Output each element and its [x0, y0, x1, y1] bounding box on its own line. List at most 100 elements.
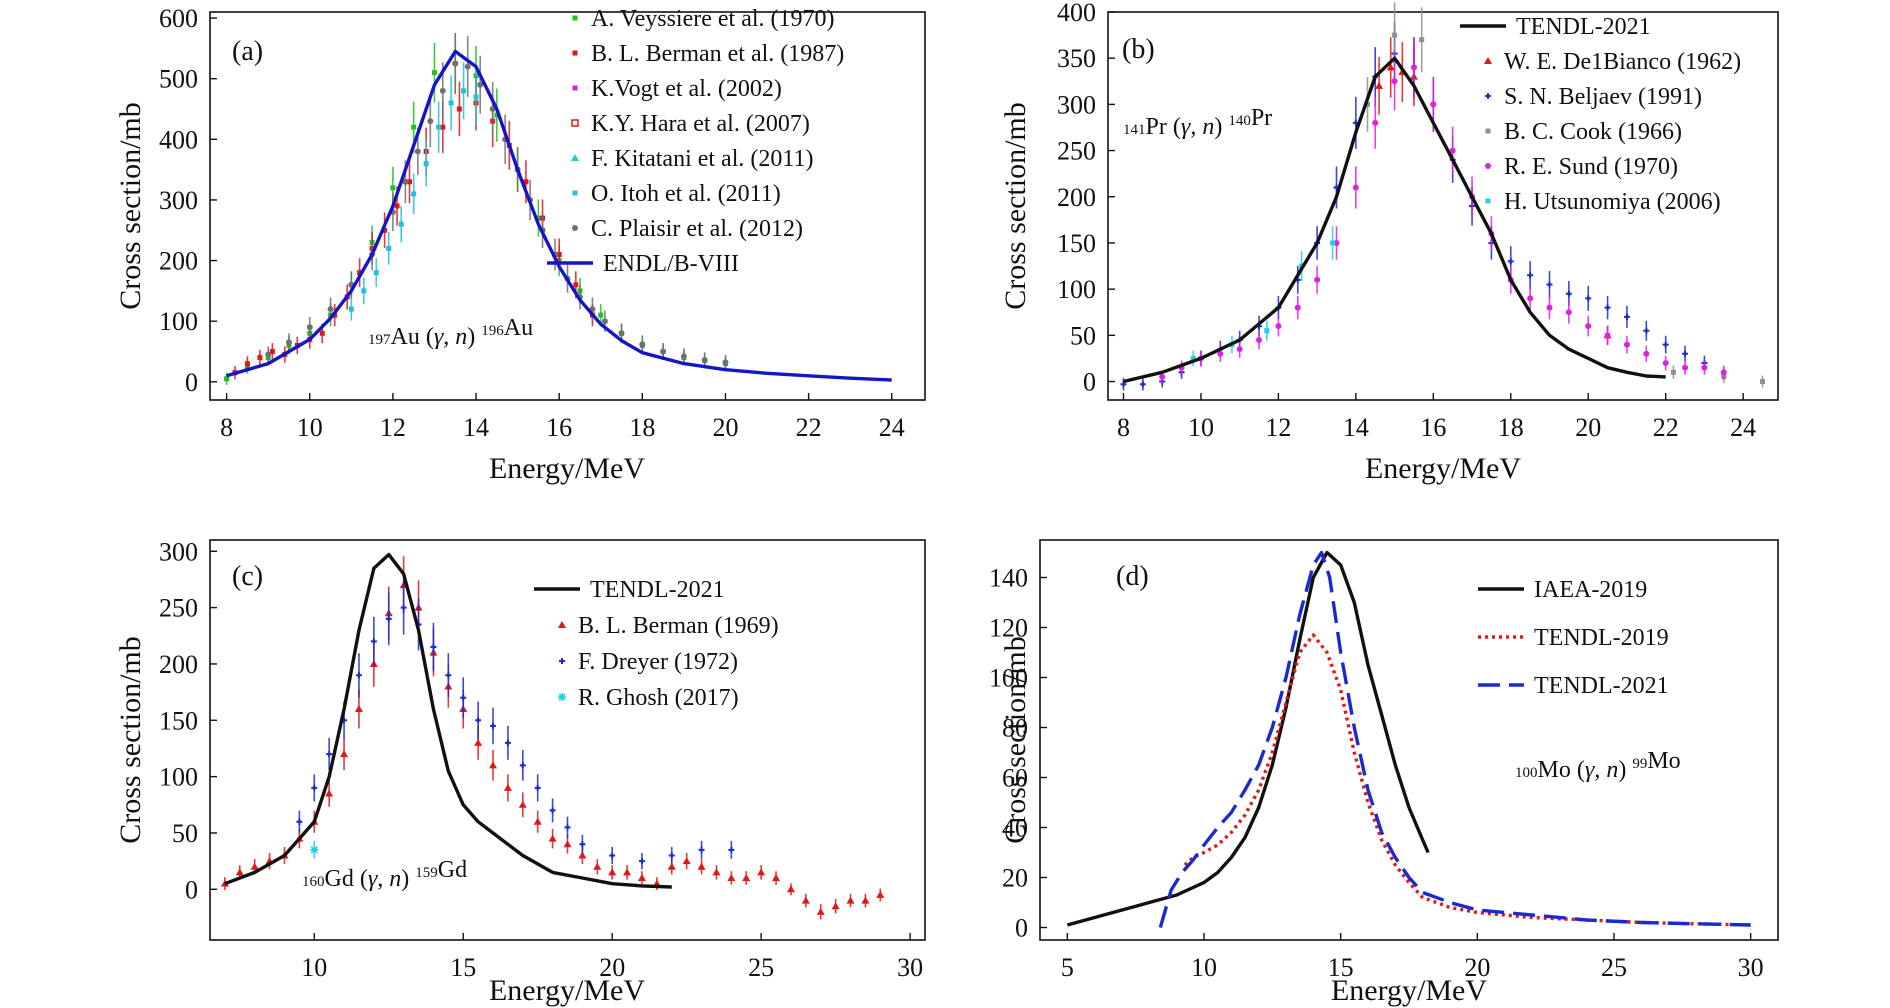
series-line-1 — [1123, 56, 1666, 384]
data-point — [1410, 64, 1417, 71]
data-point — [637, 874, 646, 882]
data-point — [224, 376, 230, 382]
data-point — [311, 784, 318, 791]
data-point — [519, 762, 526, 769]
data-point — [250, 862, 259, 870]
series-2 — [296, 580, 735, 870]
reaction-part: n — [1606, 757, 1618, 783]
reaction-part: n — [455, 324, 467, 350]
data-point — [680, 353, 687, 360]
y-axis-label: Cross section/mb — [999, 636, 1032, 844]
legend-marker — [572, 225, 578, 231]
legend-label: B. C. Cook (1966) — [1504, 119, 1682, 145]
data-point — [477, 81, 484, 88]
data-point — [598, 312, 604, 318]
reaction-part: , — [1594, 757, 1606, 783]
x-tick-label: 10 — [1188, 413, 1214, 442]
plot-frame — [1107, 11, 1779, 401]
x-tick-label: 5 — [1061, 953, 1074, 982]
data-point — [411, 191, 417, 197]
data-point — [556, 252, 562, 257]
reaction-part: , — [377, 866, 389, 892]
plot-frame — [209, 11, 926, 401]
data-point — [639, 341, 646, 348]
data-point — [1352, 184, 1359, 191]
y-axis-label: Cross section/mb — [114, 636, 147, 844]
data-point — [257, 355, 263, 361]
data-point — [296, 818, 303, 825]
data-point — [504, 739, 511, 746]
data-point — [573, 282, 579, 288]
data-point — [440, 124, 446, 130]
panel-label: (d) — [1116, 561, 1149, 592]
reaction-part: Mo ( — [1538, 757, 1585, 783]
reaction-part: Mo — [1647, 748, 1680, 774]
y-tick-label: 150 — [1057, 229, 1096, 258]
x-tick-label: 8 — [220, 413, 233, 442]
legend-marker — [558, 693, 566, 701]
reaction-part: n — [389, 866, 401, 892]
data-point — [1546, 281, 1553, 288]
data-point — [1760, 379, 1766, 385]
reaction-part: Au ( — [391, 324, 434, 350]
legend-marker — [571, 119, 579, 127]
x-tick-label: 20 — [599, 953, 625, 982]
legend-label: W. E. De1Bianco (1962) — [1504, 49, 1741, 75]
reaction-part: 100 — [1515, 765, 1538, 781]
reaction-part: 196 — [481, 323, 504, 339]
data-point — [423, 161, 429, 167]
reaction-annotation: 141Pr (γ, n) 140Pr — [1123, 105, 1272, 140]
series-line-2 — [1183, 633, 1751, 927]
legend-label: K.Vogt et al. (2002) — [591, 76, 782, 102]
y-tick-label: 150 — [159, 706, 198, 735]
data-point — [535, 215, 541, 221]
data-point — [452, 60, 459, 67]
data-point — [1294, 304, 1301, 311]
y-tick-label: 250 — [1057, 137, 1096, 166]
data-point — [1565, 290, 1572, 297]
y-tick-label: 400 — [159, 125, 198, 154]
x-tick-label: 12 — [380, 413, 406, 442]
reaction-part: ) — [401, 866, 415, 892]
data-point — [436, 124, 442, 130]
chart-panel-3: 10 15 20 25 30050100150200250300Energy/MeVCr… — [114, 537, 926, 1007]
data-point — [523, 179, 529, 185]
plot-frame — [209, 539, 926, 941]
data-point — [1565, 309, 1572, 316]
reaction-part: Pr — [1251, 105, 1272, 131]
data-point — [327, 306, 334, 313]
data-point — [1159, 373, 1166, 380]
data-point — [578, 851, 587, 859]
reaction-part: γ — [434, 324, 444, 350]
x-tick-label: 10 — [301, 953, 327, 982]
reaction-part: 141 — [1123, 122, 1146, 138]
x-tick-label: 8 — [1117, 413, 1130, 442]
x-tick-label: 15 — [450, 953, 476, 982]
reaction-annotation: 160Gd (γ, n) 159Gd — [302, 857, 467, 892]
data-point — [431, 70, 437, 76]
legend-marker — [572, 15, 578, 21]
data-point — [1604, 332, 1611, 339]
x-tick-label: 16 — [1420, 413, 1446, 442]
data-point — [593, 862, 602, 870]
reaction-part: 160 — [302, 874, 325, 890]
data-point — [430, 644, 437, 651]
data-point — [235, 868, 244, 876]
y-tick-label: 100 — [159, 763, 198, 792]
data-point — [1623, 313, 1630, 320]
panel-label: (b) — [1122, 34, 1155, 65]
data-point — [548, 834, 557, 842]
data-point — [861, 896, 870, 904]
data-point — [414, 148, 421, 155]
y-tick-label: 80 — [1002, 714, 1028, 743]
data-point — [801, 896, 810, 904]
data-point — [638, 858, 645, 865]
legend-label: A. Veyssiere et al. (1970) — [591, 6, 835, 32]
data-point — [682, 857, 691, 865]
data-point — [742, 874, 751, 882]
data-point — [1449, 147, 1456, 154]
data-point — [1391, 78, 1398, 85]
reaction-part: ) — [1618, 757, 1632, 783]
legend-marker — [558, 621, 566, 628]
data-point — [701, 356, 708, 363]
